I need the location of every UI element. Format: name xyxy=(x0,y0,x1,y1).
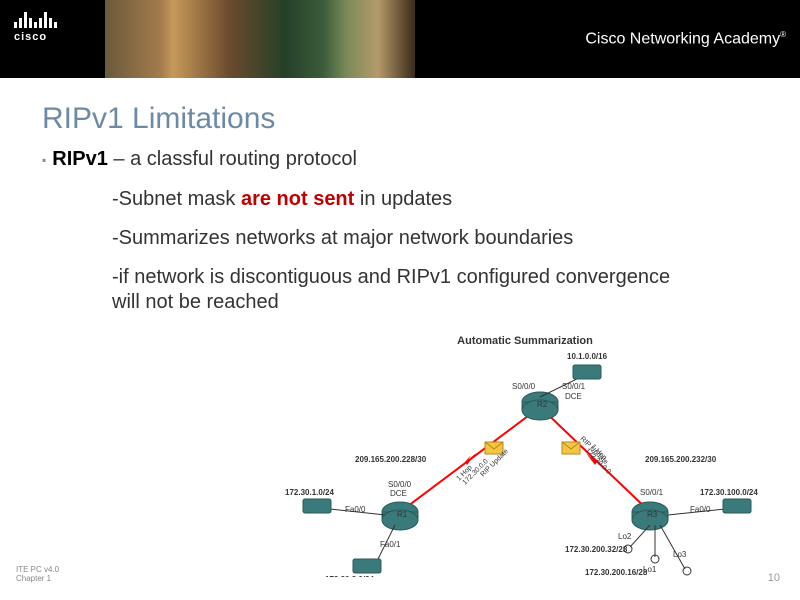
bullet-icon: ▪ xyxy=(42,153,46,167)
svg-text:172.30.200.16/28: 172.30.200.16/28 xyxy=(585,568,648,577)
svg-text:10.1.0.0/16: 10.1.0.0/16 xyxy=(567,352,608,361)
svg-text:209.165.200.228/30: 209.165.200.228/30 xyxy=(355,455,427,464)
svg-text:DCE: DCE xyxy=(390,489,407,498)
footer-left: ITE PC v4.0 Chapter 1 xyxy=(16,565,59,584)
svg-text:S0/0/1: S0/0/1 xyxy=(640,488,664,497)
network-diagram: Automatic Summarization R2 R1 R3 xyxy=(285,335,765,580)
svg-text:Fa0/0: Fa0/0 xyxy=(690,505,711,514)
svg-text:172.30.2.0/24: 172.30.2.0/24 xyxy=(325,575,374,577)
svg-text:S0/0/0: S0/0/0 xyxy=(388,480,412,489)
svg-text:Lo2: Lo2 xyxy=(618,532,632,541)
svg-text:DCE: DCE xyxy=(565,392,582,401)
sub-bullet-3: -if network is discontiguous and RIPv1 c… xyxy=(112,265,742,315)
footer-line2: Chapter 1 xyxy=(16,574,59,584)
svg-text:172.30.200.32/28: 172.30.200.32/28 xyxy=(565,545,628,554)
diagram-svg: R2 R1 R3 10.1.0.0/16 S0/0/0 S0/0/1 DCE xyxy=(285,347,765,577)
svg-text:Fa0/0: Fa0/0 xyxy=(345,505,366,514)
page-number: 10 xyxy=(768,572,780,584)
main-bullet: ▪ RIPv1 – a classful routing protocol xyxy=(42,148,742,171)
footer-line1: ITE PC v4.0 xyxy=(16,565,59,575)
bullet-prefix: RIPv1 xyxy=(52,148,108,170)
svg-text:S0/0/0: S0/0/0 xyxy=(512,382,536,391)
svg-text:R1: R1 xyxy=(397,510,408,519)
cisco-logo-bars xyxy=(14,12,57,28)
bullet-rest: – a classful routing protocol xyxy=(108,148,357,170)
cisco-logo: cisco xyxy=(14,12,57,43)
svg-text:R3: R3 xyxy=(647,510,658,519)
svg-text:R2: R2 xyxy=(537,400,548,409)
academy-text: Cisco Networking Academy xyxy=(585,30,780,47)
svg-text:Lo3: Lo3 xyxy=(673,550,687,559)
svg-text:Fa0/1: Fa0/1 xyxy=(380,540,401,549)
sub-bullet-1: -Subnet mask are not sent in updates xyxy=(112,187,742,212)
academy-label: Cisco Networking Academy® xyxy=(585,30,786,48)
slide-title: RIPv1 Limitations xyxy=(42,102,275,136)
sub-bullet-2: -Summarizes networks at major network bo… xyxy=(112,226,742,251)
svg-text:172.30.1.0/24: 172.30.1.0/24 xyxy=(285,488,334,497)
svg-text:209.165.200.232/30: 209.165.200.232/30 xyxy=(645,455,717,464)
svg-text:172.30.100.0/24: 172.30.100.0/24 xyxy=(700,488,758,497)
header-bar: cisco Cisco Networking Academy® xyxy=(0,0,800,78)
header-photo-strip xyxy=(105,0,415,78)
trademark-icon: ® xyxy=(780,30,786,39)
highlighted-text: are not sent xyxy=(241,188,354,210)
svg-text:S0/0/1: S0/0/1 xyxy=(562,382,586,391)
diagram-title: Automatic Summarization xyxy=(285,335,765,347)
slide-content: ▪ RIPv1 – a classful routing protocol -Su… xyxy=(42,148,742,329)
cisco-logo-text: cisco xyxy=(14,31,57,43)
